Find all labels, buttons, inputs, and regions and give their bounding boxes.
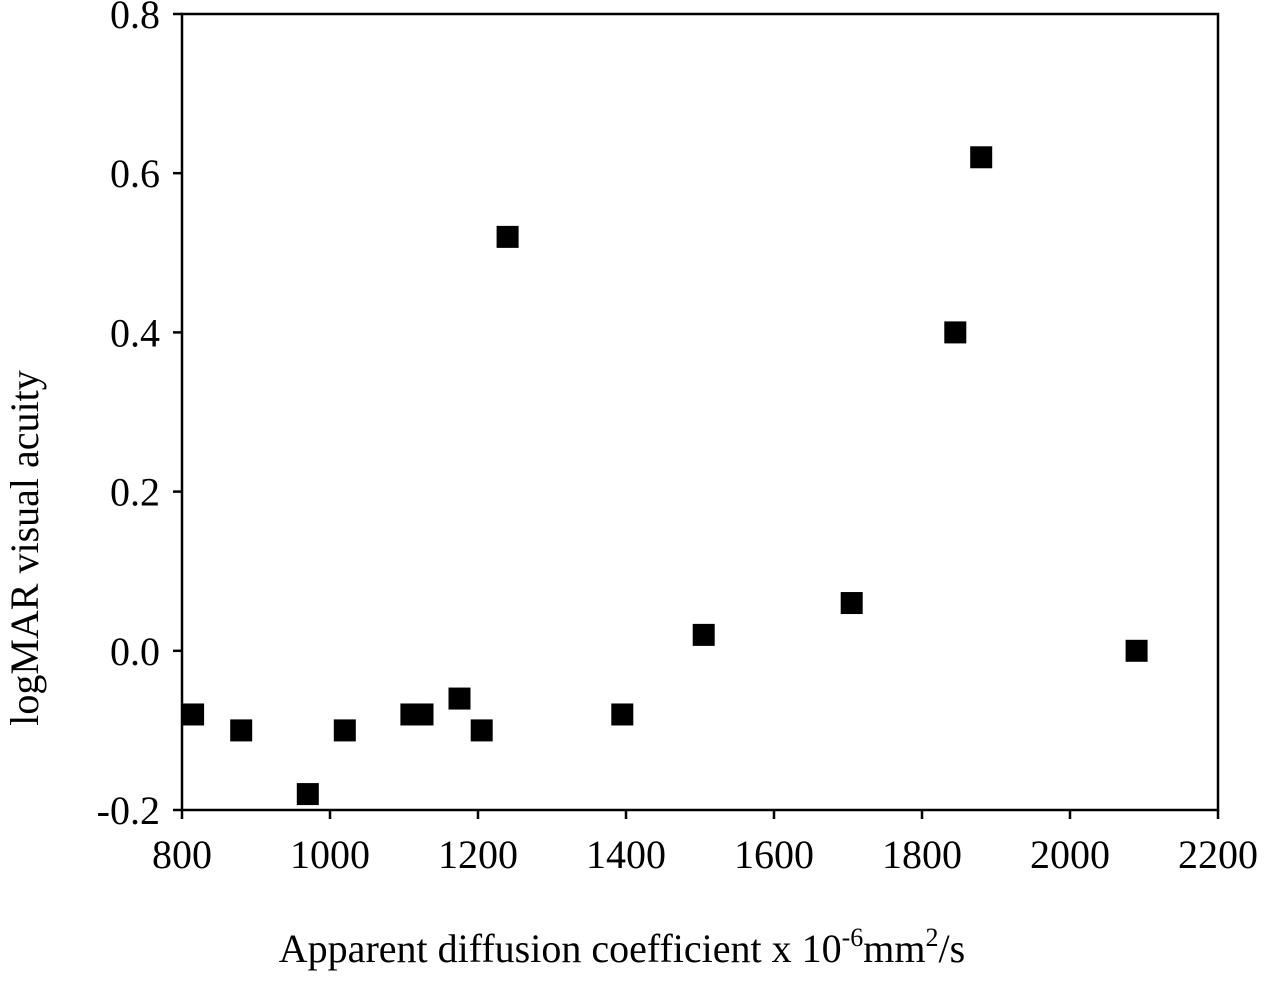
x-tick-label: 1200	[438, 832, 518, 877]
axes: 800 1000 1200 1400 1600 1800 2000 2200 -0.2 0.0 0.…	[97, 0, 1258, 877]
x-axis-title-unit-base: mm	[863, 926, 925, 971]
data-point	[448, 687, 471, 710]
data-point	[296, 783, 319, 806]
data-point	[182, 703, 205, 726]
x-tick-label: 2000	[1030, 832, 1110, 877]
y-tick-label: 0.8	[110, 0, 160, 37]
y-tick-label: 0.0	[110, 629, 160, 674]
data-point	[840, 592, 863, 615]
data-points	[182, 146, 1148, 806]
x-tick-label: 2200	[1178, 832, 1258, 877]
data-point	[496, 225, 519, 248]
y-tick-label: -0.2	[97, 788, 160, 833]
plot-frame	[180, 12, 1220, 812]
x-axis-title-unit-suffix: /s	[939, 926, 966, 971]
y-tick-label: 0.4	[110, 310, 160, 355]
data-point	[470, 719, 493, 742]
data-point	[611, 703, 634, 726]
x-tick-label: 1400	[586, 832, 666, 877]
data-point	[692, 623, 715, 646]
data-point	[333, 719, 356, 742]
x-axis-title-exponent: -6	[842, 923, 864, 952]
data-point	[411, 703, 434, 726]
x-axis-title-main: Apparent diffusion coefficient x 10	[279, 926, 842, 971]
data-point	[230, 719, 253, 742]
x-axis-title: Apparent diffusion coefficient x 10-6mm2…	[279, 923, 965, 971]
y-axis-title: logMAR visual acuity	[2, 370, 47, 726]
data-point	[1125, 639, 1148, 662]
data-point	[944, 321, 967, 344]
x-axis-title-unit-exponent: 2	[926, 923, 939, 952]
data-point	[970, 146, 993, 169]
y-tick-label: 0.2	[110, 470, 160, 515]
plot-area	[180, 12, 1220, 812]
x-tick-label: 1800	[882, 832, 962, 877]
x-tick-label: 800	[152, 832, 212, 877]
x-tick-label: 1600	[734, 832, 814, 877]
y-tick-label: 0.6	[110, 151, 160, 196]
x-tick-label: 1000	[290, 832, 370, 877]
